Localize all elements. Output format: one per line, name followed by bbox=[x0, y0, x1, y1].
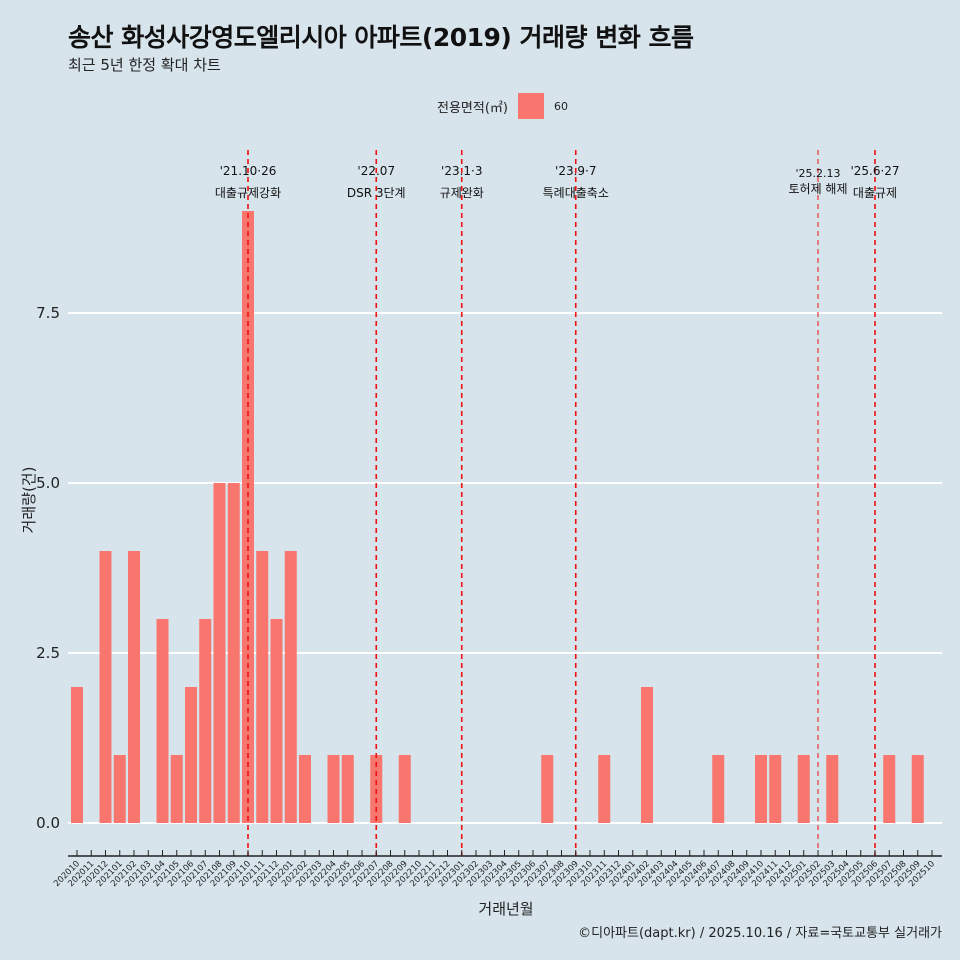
y-axis-title: 거래량(건) bbox=[20, 467, 38, 534]
event-label: 규제완화 bbox=[440, 186, 484, 200]
bar bbox=[299, 755, 311, 823]
bar bbox=[71, 687, 83, 823]
bar bbox=[769, 755, 782, 823]
bar bbox=[170, 755, 183, 823]
bar bbox=[341, 755, 354, 823]
bar bbox=[242, 211, 254, 823]
x-axis-title: 거래년월 bbox=[478, 900, 533, 918]
event-label: 대출규제강화 bbox=[215, 186, 281, 200]
event-date: '25.2.13 bbox=[795, 167, 840, 180]
legend-entry: 60 bbox=[553, 99, 568, 113]
bar bbox=[213, 483, 226, 823]
chart-subtitle: 최근 5년 한정 확대 차트 bbox=[68, 56, 221, 74]
event-date: '23.1·3 bbox=[441, 164, 482, 178]
bar bbox=[113, 755, 126, 823]
bar bbox=[883, 755, 896, 823]
y-tick-label: 7.5 bbox=[36, 304, 60, 322]
bar bbox=[398, 755, 411, 823]
event-label: 토허제 해제 bbox=[788, 182, 847, 196]
bar bbox=[641, 687, 653, 823]
bar bbox=[227, 483, 240, 823]
event-date: '25.6·27 bbox=[850, 164, 899, 178]
y-tick-label: 5.0 bbox=[36, 474, 60, 492]
bar bbox=[128, 551, 140, 823]
caption: ©디아파트(dapt.kr) / 2025.10.16 / 자료=국토교통부 실… bbox=[578, 926, 942, 941]
event-label: DSR 3단계 bbox=[347, 186, 406, 200]
bar bbox=[911, 755, 924, 823]
chart-title: 송산 화성사강영도엘리시아 아파트(2019) 거래량 변화 흐름 bbox=[68, 23, 694, 52]
bar bbox=[284, 551, 297, 823]
bar bbox=[185, 687, 197, 823]
bar bbox=[755, 755, 767, 823]
bar bbox=[797, 755, 810, 823]
bar bbox=[256, 551, 269, 823]
bar bbox=[712, 755, 725, 823]
legend-swatch bbox=[517, 93, 544, 119]
event-label: 대출규제 bbox=[853, 186, 897, 200]
event-date: '21.10·26 bbox=[220, 164, 277, 178]
bar bbox=[541, 755, 554, 823]
event-date: '23.9·7 bbox=[555, 164, 596, 178]
legend-title: 전용면적(㎡) bbox=[437, 100, 508, 116]
bar bbox=[270, 619, 283, 823]
bar bbox=[156, 619, 169, 823]
bar bbox=[99, 551, 112, 823]
y-tick-label: 0.0 bbox=[36, 814, 60, 832]
bar bbox=[327, 755, 340, 823]
legend: 전용면적(㎡) 60 bbox=[437, 93, 568, 119]
bar bbox=[826, 755, 839, 823]
bar bbox=[598, 755, 611, 823]
event-label: 특례대출축소 bbox=[543, 186, 609, 200]
y-tick-label: 2.5 bbox=[36, 644, 60, 662]
bar bbox=[199, 619, 212, 823]
event-date: '22.07 bbox=[357, 164, 395, 178]
